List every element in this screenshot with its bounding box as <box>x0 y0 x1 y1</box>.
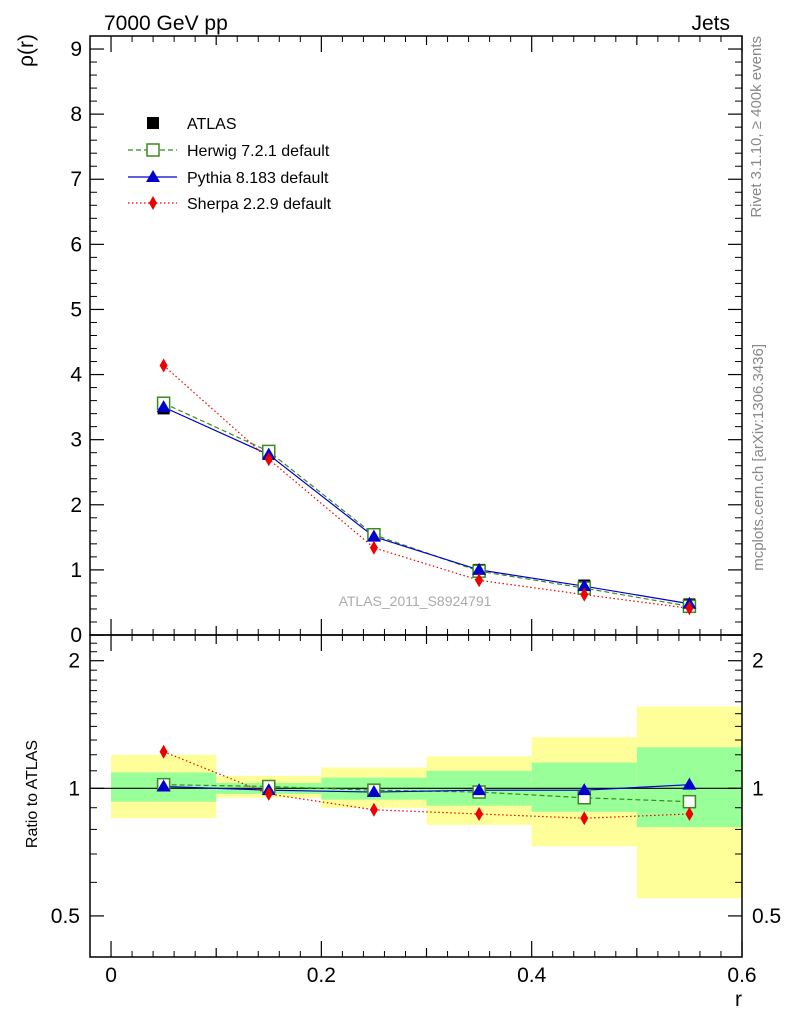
top-y-tick-label: 8 <box>70 103 82 126</box>
ratio-sherpa-point <box>580 811 589 826</box>
legend-pythia-label: Pythia 8.183 default <box>187 170 329 187</box>
ratio-pythia-point <box>366 785 381 798</box>
x-tick-label: 0 <box>105 964 117 987</box>
top-sherpa-point <box>475 573 484 588</box>
top-sherpa-point <box>159 358 168 373</box>
legend-pythia-entry: Pythia 8.183 default <box>128 170 329 187</box>
top-y-tick-label: 2 <box>70 494 82 517</box>
mcplots-label: mcplots.cern.ch [arXiv:1306.3436] <box>750 344 767 571</box>
bottom-y-tick-label: 2 <box>68 650 80 673</box>
bottom-y-tick-label-right: 1 <box>752 777 764 800</box>
top-y-axis-label: ρ(r) <box>15 34 38 67</box>
ratio-sherpa-line <box>163 751 690 819</box>
top-pythia-point <box>366 529 381 542</box>
top-sherpa-line <box>163 365 690 609</box>
bottom-y-axis-label: Ratio to ATLAS <box>24 740 41 848</box>
bottom-y-tick-label-right: 2 <box>752 650 764 673</box>
legend-herwig-label: Herwig 7.2.1 default <box>187 143 330 160</box>
ratio-pythia-point <box>682 777 697 790</box>
bottom-y-tick-label-right: 0.5 <box>752 905 781 928</box>
ratio-sherpa-point <box>475 806 484 821</box>
top-y-tick-label: 6 <box>70 233 82 256</box>
legend-sherpa-entry: Sherpa 2.2.9 default <box>128 196 332 213</box>
legend-pythia-marker <box>146 170 160 182</box>
axes-layer: 0 1 2 3 4 5 6 7 8 9 0 0.2 0.4 0.6 0.5 0.5 1 1 2 2 <box>51 35 781 987</box>
ratio-sherpa-point <box>159 744 168 759</box>
ratio-sherpa-point <box>369 802 378 817</box>
legend-atlas-entry: ATLAS <box>147 116 237 133</box>
top-y-tick-label: 4 <box>70 364 82 387</box>
ratio-pythia-point <box>156 779 171 792</box>
x-axis-label: r <box>735 988 742 1011</box>
analysis-annotation: ATLAS_2011_S8924791 <box>339 593 492 609</box>
ratio-sherpa-point <box>685 806 694 821</box>
ratio-herwig-point <box>682 794 697 809</box>
legend-herwig-entry: Herwig 7.2.1 default <box>128 143 330 160</box>
top-y-tick-label: 0 <box>70 624 82 647</box>
legend-atlas-label: ATLAS <box>187 116 237 133</box>
top-pythia-point <box>472 562 487 575</box>
x-tick-label: 0.4 <box>517 964 547 987</box>
bottom-plot-frame <box>89 634 743 958</box>
top-y-tick-label: 1 <box>70 559 82 582</box>
legend-herwig-marker <box>146 143 160 157</box>
top-sherpa-point <box>264 452 273 467</box>
legend-sherpa-label: Sherpa 2.2.9 default <box>187 196 332 213</box>
x-tick-label: 0.6 <box>727 964 756 987</box>
marks-layer <box>156 358 697 826</box>
header-left: 7000 GeV pp <box>104 12 228 35</box>
ratio-pythia-point <box>577 783 592 796</box>
legend-atlas-marker <box>147 117 159 129</box>
top-pythia-line <box>163 406 690 605</box>
x-tick-label: 0.2 <box>307 964 336 987</box>
top-pythia-point <box>577 579 592 592</box>
legend: ATLAS Herwig 7.2.1 default Pythia 8.183 … <box>128 116 332 213</box>
bottom-y-tick-label: 0.5 <box>51 905 80 928</box>
top-y-tick-label: 9 <box>70 38 82 61</box>
ratio-sherpa-point <box>264 786 273 801</box>
rivet-label: Rivet 3.1.10, ≥ 400k events <box>748 36 765 218</box>
top-pythia-point <box>156 400 171 413</box>
top-sherpa-point <box>580 587 589 602</box>
legend-sherpa-marker <box>149 196 157 210</box>
top-y-tick-label: 7 <box>70 168 82 191</box>
ratio-pythia-line <box>163 784 690 793</box>
bottom-y-tick-label: 1 <box>68 777 80 800</box>
top-sherpa-point <box>369 540 378 555</box>
top-y-tick-label: 3 <box>70 429 82 452</box>
header-right: Jets <box>691 12 730 35</box>
top-sherpa-point <box>685 601 694 616</box>
top-y-tick-label: 5 <box>70 298 82 321</box>
ratio-pythia-point <box>472 783 487 796</box>
main-plot-layer <box>90 706 742 899</box>
top-herwig-line <box>163 402 690 607</box>
